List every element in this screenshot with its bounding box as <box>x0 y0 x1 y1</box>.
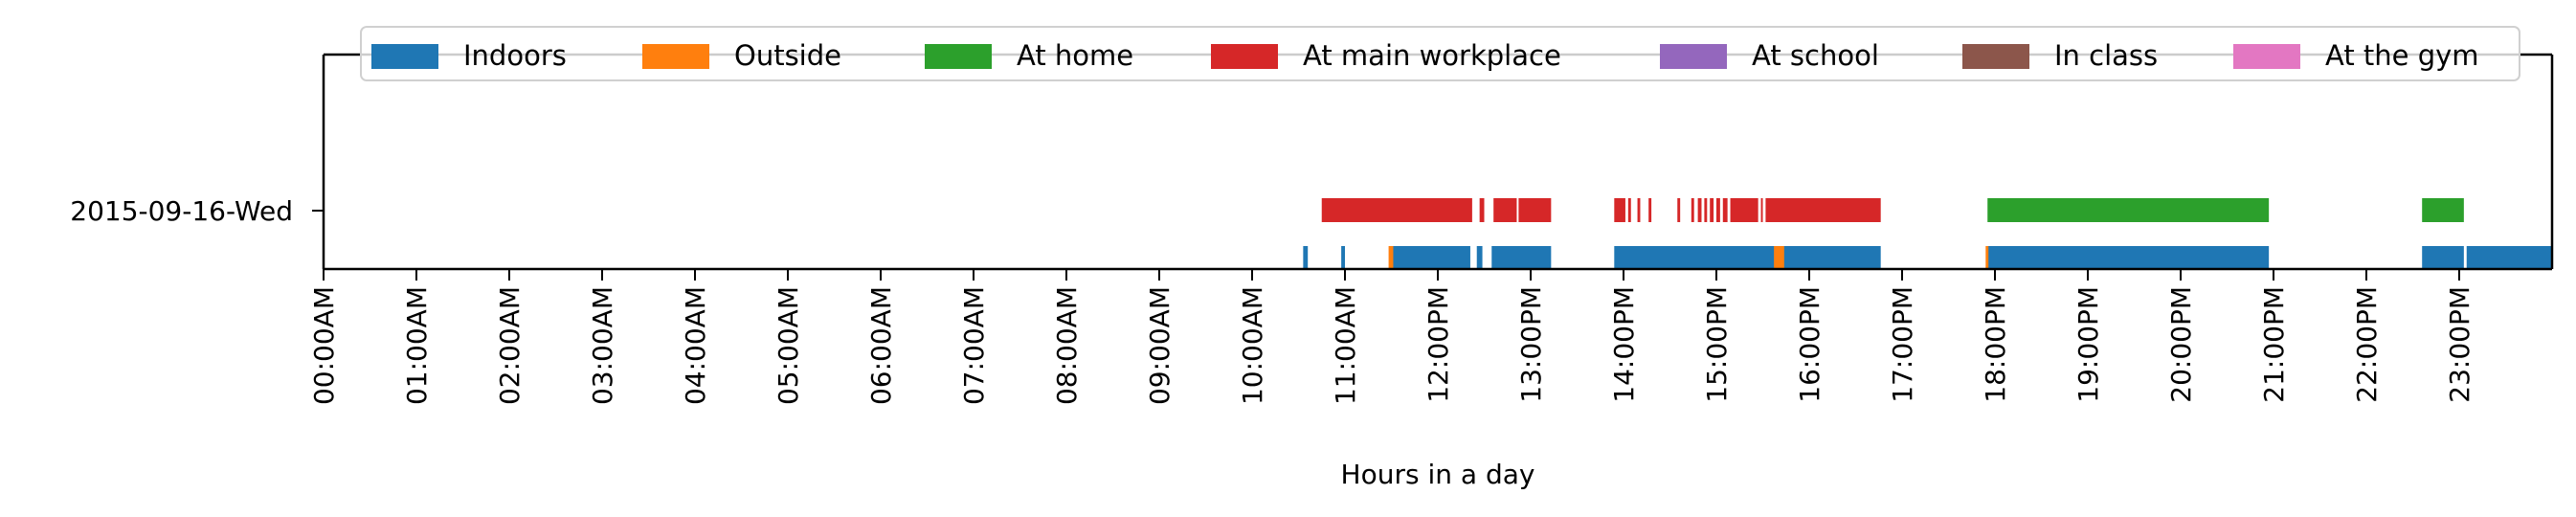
legend-label-outside: Outside <box>734 39 841 72</box>
bar-at-main-workplace-2 <box>1493 198 1517 222</box>
legend: Indoors Outside At home At main workplace At… <box>360 26 2520 81</box>
x-tick-label: 05:00AM <box>773 286 804 405</box>
legend-swatch-indoors <box>371 44 438 69</box>
legend-swatch-in-class <box>1962 44 2029 69</box>
activity-bars <box>1303 198 2552 269</box>
x-tick-label: 16:00PM <box>1794 286 1826 403</box>
bar-indoors-1 <box>1341 246 1345 269</box>
bar-indoors-4 <box>1491 246 1552 269</box>
bar-outside-0 <box>1388 246 1394 269</box>
legend-swatch-at-the-gym <box>2233 44 2300 69</box>
legend-label-in-class: In class <box>2054 39 2158 72</box>
x-tick-label: 15:00PM <box>1701 286 1733 403</box>
x-tick-label: 18:00PM <box>1980 286 2011 403</box>
x-tick-label: 03:00AM <box>587 286 618 405</box>
legend-swatch-outside <box>642 44 709 69</box>
bar-at-main-workplace-3 <box>1518 198 1552 222</box>
x-tick-label: 12:00PM <box>1422 286 1454 403</box>
x-tick-label: 02:00AM <box>494 286 526 405</box>
legend-label-indoors: Indoors <box>463 39 567 72</box>
x-tick-label: 04:00AM <box>680 286 711 405</box>
bar-at-main-workplace-7 <box>1648 198 1652 222</box>
bar-at-main-workplace-16 <box>1760 198 1763 222</box>
bar-at-main-workplace-6 <box>1637 198 1641 222</box>
x-tick-label: 01:00AM <box>401 286 433 405</box>
legend-label-at-the-gym: At the gym <box>2325 39 2479 72</box>
bar-at-main-workplace-15 <box>1730 198 1758 222</box>
y-axis: 2015-09-16-Wed <box>70 195 324 227</box>
x-tick-label: 08:00AM <box>1051 286 1083 405</box>
x-tick-label: 11:00AM <box>1330 286 1361 405</box>
bar-at-home-1 <box>2422 198 2464 222</box>
bar-at-main-workplace-8 <box>1677 198 1681 222</box>
bar-outside-2 <box>1985 246 1989 269</box>
bar-at-main-workplace-9 <box>1691 198 1694 222</box>
x-tick-label: 06:00AM <box>865 286 897 405</box>
legend-swatch-at-home <box>925 44 992 69</box>
legend-label-at-school: At school <box>1752 39 1879 72</box>
x-tick-label: 22:00PM <box>2351 286 2383 403</box>
bar-at-main-workplace-10 <box>1697 198 1702 222</box>
bar-at-main-workplace-5 <box>1627 198 1631 222</box>
bar-at-main-workplace-14 <box>1722 198 1728 222</box>
bar-indoors-9 <box>2466 246 2552 269</box>
bar-at-main-workplace-1 <box>1479 198 1485 222</box>
x-axis-label: Hours in a day <box>1341 459 1535 490</box>
bar-indoors-8 <box>2422 246 2464 269</box>
bar-indoors-0 <box>1303 246 1309 269</box>
x-tick-label: 17:00PM <box>1887 286 1918 403</box>
x-tick-label: 23:00PM <box>2444 286 2475 403</box>
x-tick-label: 14:00PM <box>1608 286 1640 403</box>
row-label: 2015-09-16-Wed <box>70 195 293 227</box>
bar-indoors-7 <box>1987 246 2270 269</box>
bar-at-home-0 <box>1987 198 2270 222</box>
bar-outside-1 <box>1774 246 1784 269</box>
bar-indoors-3 <box>1476 246 1483 269</box>
bar-at-main-workplace-12 <box>1710 198 1714 222</box>
legend-swatch-at-main-workplace <box>1211 44 1278 69</box>
legend-label-at-main-workplace: At main workplace <box>1303 39 1561 72</box>
x-tick-label: 07:00AM <box>958 286 990 405</box>
x-tick-label: 10:00AM <box>1237 286 1268 405</box>
bar-at-main-workplace-13 <box>1716 198 1720 222</box>
bar-indoors-2 <box>1391 246 1470 269</box>
x-tick-label: 20:00PM <box>2165 286 2197 403</box>
bar-at-main-workplace-11 <box>1704 198 1708 222</box>
legend-swatch-at-school <box>1660 44 1727 69</box>
bar-indoors-5 <box>1614 246 1780 269</box>
x-tick-label: 09:00AM <box>1144 286 1176 405</box>
x-tick-label: 13:00PM <box>1515 286 1547 403</box>
legend-label-at-home: At home <box>1017 39 1133 72</box>
bar-at-main-workplace-17 <box>1765 198 1881 222</box>
x-tick-label: 19:00PM <box>2072 286 2104 403</box>
x-tick-label: 21:00PM <box>2258 286 2290 403</box>
bar-at-main-workplace-0 <box>1321 198 1472 222</box>
bar-at-main-workplace-4 <box>1614 198 1625 222</box>
x-axis: 00:00AM 01:00AM 02:00AM 03:00AM 04:00AM 05:00… <box>308 53 2554 405</box>
bar-indoors-6 <box>1782 246 1881 269</box>
x-tick-label: 00:00AM <box>308 286 340 405</box>
